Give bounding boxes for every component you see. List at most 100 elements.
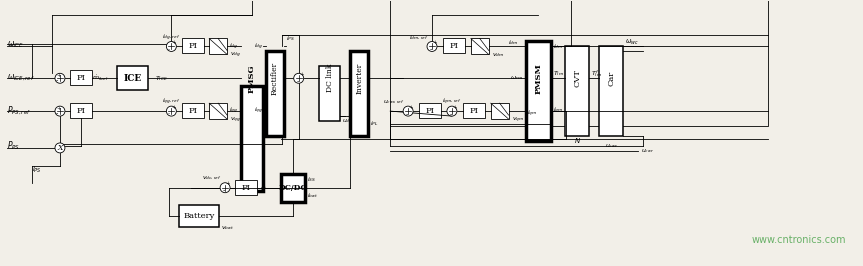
Text: www.cntronics.com: www.cntronics.com	[752, 235, 846, 246]
Circle shape	[293, 73, 304, 83]
Text: Inverter: Inverter	[356, 63, 363, 94]
FancyBboxPatch shape	[70, 103, 91, 118]
Text: $u_{car,ref}$: $u_{car,ref}$	[383, 99, 405, 106]
Text: Battery: Battery	[184, 211, 215, 219]
Text: $v_{dm}$: $v_{dm}$	[492, 51, 504, 59]
Text: +: +	[299, 72, 304, 77]
Circle shape	[167, 41, 176, 51]
Text: +: +	[226, 181, 230, 186]
Text: PI: PI	[189, 107, 198, 115]
Text: $i_{qg}$: $i_{qg}$	[254, 106, 263, 116]
Text: +: +	[171, 105, 176, 110]
Text: $i_{dm}$: $i_{dm}$	[553, 42, 564, 51]
Text: $\phi$: $\phi$	[260, 183, 267, 193]
Text: $v_{bat}$: $v_{bat}$	[221, 225, 234, 232]
FancyBboxPatch shape	[70, 70, 91, 85]
Text: PI: PI	[425, 107, 434, 115]
FancyBboxPatch shape	[209, 103, 227, 119]
Text: $T_{ICE}$: $T_{ICE}$	[155, 74, 168, 83]
Text: $i_{qg}$: $i_{qg}$	[229, 106, 238, 116]
Text: +: +	[432, 40, 438, 45]
Text: +: +	[452, 105, 457, 110]
FancyBboxPatch shape	[182, 103, 205, 118]
Text: +: +	[57, 106, 61, 111]
Text: -: -	[56, 77, 58, 85]
Text: DC/DC: DC/DC	[279, 184, 307, 192]
Text: $v_{qm}$: $v_{qm}$	[512, 115, 524, 125]
Text: $\dot{m}_{fuel}$: $\dot{m}_{fuel}$	[92, 73, 109, 83]
Text: $N$: $N$	[574, 136, 581, 146]
FancyBboxPatch shape	[443, 39, 465, 53]
Text: +: +	[171, 40, 176, 45]
Text: CVT: CVT	[573, 69, 582, 87]
Text: $u_{car}$: $u_{car}$	[604, 142, 618, 150]
FancyBboxPatch shape	[209, 39, 227, 55]
Text: $\omega_{ICE}$: $\omega_{ICE}$	[7, 39, 24, 50]
FancyBboxPatch shape	[491, 103, 508, 119]
Text: $T_{lm}^{f}$: $T_{lm}^{f}$	[591, 68, 602, 79]
Text: $i_{qm}$: $i_{qm}$	[527, 109, 538, 119]
Text: X: X	[57, 144, 63, 152]
Text: DC link: DC link	[325, 64, 333, 93]
Text: PMSM: PMSM	[534, 63, 543, 94]
FancyBboxPatch shape	[419, 103, 441, 118]
Text: -: -	[167, 47, 169, 52]
Circle shape	[55, 73, 65, 83]
Text: $\omega_{ICE,ref}$: $\omega_{ICE,ref}$	[7, 73, 35, 84]
FancyBboxPatch shape	[565, 47, 589, 136]
Text: PI: PI	[76, 74, 85, 82]
FancyBboxPatch shape	[180, 205, 219, 227]
Text: -: -	[430, 47, 432, 55]
FancyBboxPatch shape	[182, 39, 205, 53]
Circle shape	[447, 106, 457, 116]
Text: $i_{dm,ref}$: $i_{dm,ref}$	[409, 34, 429, 41]
FancyBboxPatch shape	[463, 103, 485, 118]
Text: ICE: ICE	[123, 74, 142, 83]
Text: $P_{PS,ref}$: $P_{PS,ref}$	[7, 105, 31, 117]
FancyBboxPatch shape	[235, 180, 257, 195]
Text: PMSG: PMSG	[248, 64, 256, 93]
Text: PI: PI	[242, 184, 250, 192]
Text: $u_{car}$: $u_{car}$	[641, 147, 654, 155]
Text: -: -	[297, 78, 299, 86]
Text: -: -	[56, 110, 58, 118]
FancyBboxPatch shape	[599, 47, 623, 136]
Circle shape	[55, 106, 65, 116]
Text: Rectifier: Rectifier	[271, 62, 279, 95]
Text: -: -	[450, 111, 452, 119]
Text: $i_{qm,ref}$: $i_{qm,ref}$	[442, 97, 462, 107]
Text: $P_{PS}$: $P_{PS}$	[7, 140, 21, 152]
Text: $i_{qm}$: $i_{qm}$	[553, 106, 564, 116]
Text: $i_{PL}$: $i_{PL}$	[370, 120, 379, 128]
FancyBboxPatch shape	[280, 174, 305, 202]
Text: +: +	[409, 105, 413, 110]
Text: PI: PI	[189, 43, 198, 51]
Text: $\omega_{wc}$: $\omega_{wc}$	[625, 38, 639, 47]
Text: -: -	[406, 111, 408, 119]
Text: $i_{SS}$: $i_{SS}$	[306, 175, 316, 184]
FancyBboxPatch shape	[117, 66, 148, 90]
Text: -: -	[223, 188, 225, 196]
Text: PI: PI	[76, 107, 85, 115]
Text: $i_{PS}$: $i_{PS}$	[32, 165, 42, 175]
Text: $T_{lm}$: $T_{lm}$	[553, 69, 564, 78]
Circle shape	[55, 143, 65, 153]
Text: $v_{dg}$: $v_{dg}$	[230, 51, 241, 60]
Text: +: +	[57, 73, 61, 78]
FancyBboxPatch shape	[350, 51, 369, 136]
Circle shape	[220, 183, 230, 193]
FancyBboxPatch shape	[241, 86, 263, 191]
Text: $i_{PS}$: $i_{PS}$	[286, 34, 295, 43]
Text: Car: Car	[607, 71, 615, 86]
Text: $i_{dm}$: $i_{dm}$	[507, 38, 518, 47]
Text: $v_{qg}$: $v_{qg}$	[230, 115, 241, 125]
FancyBboxPatch shape	[266, 51, 284, 136]
Text: $i_{qg,ref}$: $i_{qg,ref}$	[162, 97, 180, 107]
Text: -: -	[167, 112, 169, 117]
Circle shape	[403, 106, 413, 116]
Text: $i_{dg,ref}$: $i_{dg,ref}$	[162, 32, 180, 43]
Text: PI: PI	[469, 107, 478, 115]
Text: $\omega_{rm}$: $\omega_{rm}$	[509, 74, 522, 82]
FancyBboxPatch shape	[471, 39, 488, 55]
Circle shape	[427, 41, 437, 51]
